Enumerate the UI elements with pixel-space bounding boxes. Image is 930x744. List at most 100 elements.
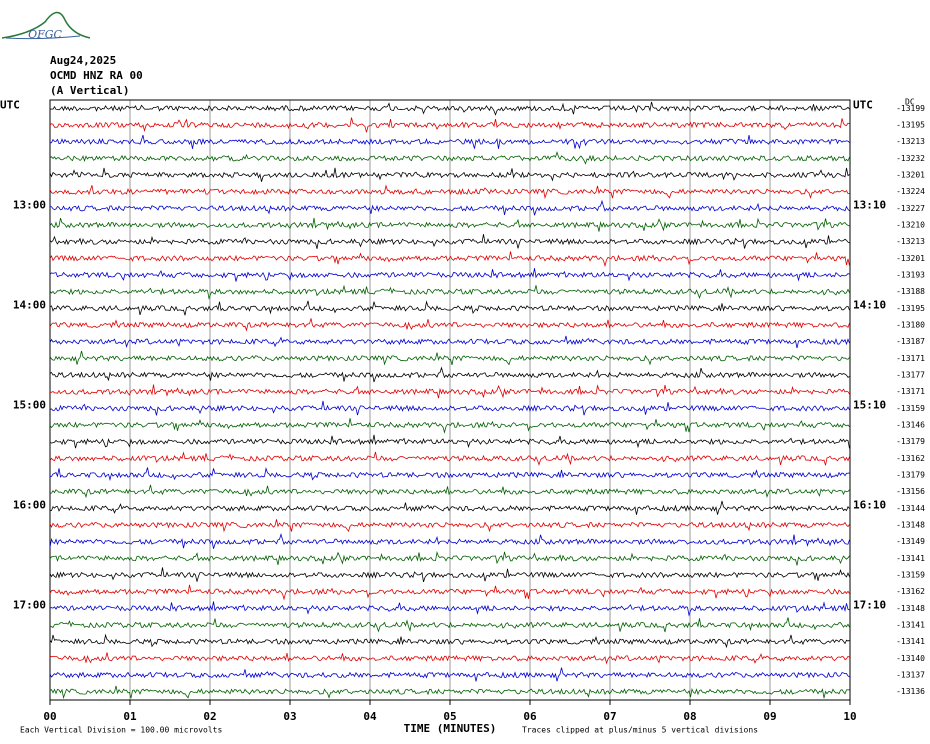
right-time-label: UTC [853, 98, 873, 111]
trace-offset: -13232 [896, 154, 925, 163]
trace [49, 685, 850, 700]
trace-offset: -13171 [896, 387, 925, 396]
x-tick-label: 10 [843, 710, 856, 723]
trace [49, 101, 850, 116]
left-time-label: 15:00 [13, 398, 46, 411]
trace-offset: -13148 [896, 604, 925, 613]
x-tick-label: 00 [43, 710, 56, 723]
trace-offset: -13179 [896, 437, 925, 446]
trace [49, 199, 850, 216]
x-title: TIME (MINUTES) [404, 722, 497, 735]
trace-offset: -13201 [896, 171, 925, 180]
trace [49, 284, 850, 300]
trace-offset: -13162 [896, 454, 925, 463]
trace [49, 500, 850, 515]
trace-offset: -13195 [896, 304, 925, 313]
trace [49, 167, 850, 182]
dc-label: DC [905, 98, 915, 107]
trace-offset: -13210 [896, 221, 925, 230]
trace [49, 384, 850, 399]
trace [49, 551, 850, 566]
trace [49, 418, 850, 434]
x-tick-label: 05 [443, 710, 456, 723]
left-time-label: 16:00 [13, 498, 46, 511]
left-time-label: 14:00 [13, 298, 46, 311]
trace-offset: -13193 [896, 271, 925, 280]
right-time-label: 13:10 [853, 198, 886, 211]
trace-offset: -13162 [896, 587, 925, 596]
trace-offset: -13136 [896, 687, 925, 696]
trace [49, 617, 850, 633]
trace [49, 584, 850, 601]
trace-offset: -13171 [896, 354, 925, 363]
trace [49, 151, 850, 165]
trace-offset: -13141 [896, 554, 925, 563]
left-time-label: 17:00 [13, 598, 46, 611]
right-time-label: 14:10 [853, 298, 886, 311]
trace-offset: -13195 [896, 121, 925, 130]
trace-offset: -13213 [896, 237, 925, 246]
trace-offset: -13144 [896, 504, 925, 513]
logo-text: OFGC [28, 28, 62, 41]
trace-offset: -13149 [896, 537, 925, 546]
trace-offset: -13141 [896, 621, 925, 630]
left-time-label: UTC [0, 98, 20, 111]
x-tick-label: 08 [683, 710, 696, 723]
trace-offset: -13179 [896, 471, 925, 480]
x-tick-label: 09 [763, 710, 776, 723]
trace-offset: -13199 [896, 104, 925, 113]
trace [49, 667, 850, 682]
trace-offset: -13156 [896, 487, 925, 496]
right-time-label: 15:10 [853, 398, 886, 411]
trace [49, 434, 850, 449]
trace [49, 318, 850, 332]
trace [49, 519, 850, 533]
trace-offset: -13188 [896, 287, 925, 296]
station: OCMD HNZ RA 00 [50, 69, 143, 82]
trace [49, 451, 850, 466]
trace [49, 300, 850, 316]
trace [49, 400, 850, 416]
trace [49, 217, 850, 232]
trace-offset: -13148 [896, 521, 925, 530]
trace [49, 251, 850, 268]
x-tick-label: 07 [603, 710, 616, 723]
trace [49, 532, 850, 549]
trace-offset: -13224 [896, 187, 925, 196]
trace [49, 268, 850, 282]
x-tick-label: 06 [523, 710, 537, 723]
x-tick-label: 02 [203, 710, 216, 723]
trace-offset: -13177 [896, 371, 925, 380]
footer-right: Traces clipped at plus/minus 5 vertical … [522, 726, 758, 735]
trace [49, 335, 850, 349]
trace-offset: -13201 [896, 254, 925, 263]
trace [49, 466, 850, 482]
plot: 00 01 02 03 04 05 06 07 08 09 10 -13199 -13195 -13213… [0, 98, 925, 723]
trace [49, 484, 850, 499]
trace-offset: -13137 [896, 671, 925, 680]
trace [49, 184, 850, 200]
logo: OFGC [1, 11, 91, 41]
footer-left: Each Vertical Division = 100.00 microvol… [20, 726, 222, 735]
trace-offset: -13180 [896, 321, 925, 330]
trace [49, 633, 850, 649]
trace-offset: -13159 [896, 404, 925, 413]
trace-offset: -13213 [896, 137, 925, 146]
trace-offset: -13187 [896, 337, 925, 346]
trace [49, 134, 850, 150]
trace [49, 234, 850, 249]
right-time-label: 17:10 [853, 598, 886, 611]
trace-offset: -13227 [896, 204, 925, 213]
left-time-label: 13:00 [13, 198, 46, 211]
component: (A Vertical) [50, 84, 129, 97]
trace [49, 567, 850, 583]
trace-offset: -13141 [896, 637, 925, 646]
trace-offset: -13159 [896, 571, 925, 580]
trace-offset: -13146 [896, 421, 925, 430]
trace [49, 601, 850, 617]
trace [49, 652, 850, 665]
trace [49, 366, 850, 383]
x-tick-label: 03 [283, 710, 296, 723]
right-time-label: 16:10 [853, 498, 886, 511]
